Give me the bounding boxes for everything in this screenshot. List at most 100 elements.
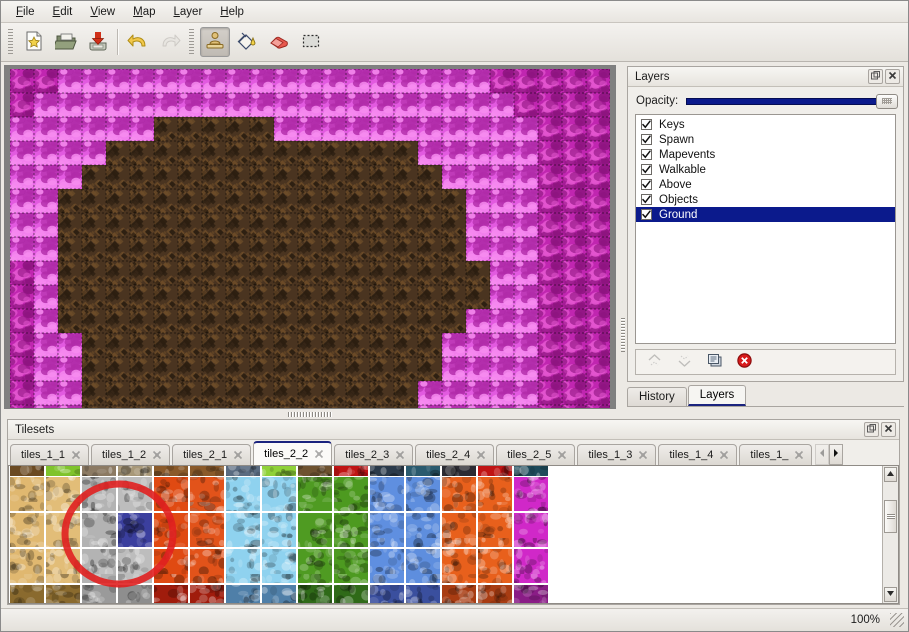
map-tile[interactable] bbox=[82, 69, 106, 93]
tileset-tab-close-icon[interactable] bbox=[233, 450, 243, 460]
map-tile[interactable] bbox=[10, 237, 34, 261]
map-tile[interactable] bbox=[442, 405, 466, 409]
map-tile[interactable] bbox=[538, 69, 562, 93]
map-tile[interactable] bbox=[34, 285, 58, 309]
map-tile[interactable] bbox=[538, 285, 562, 309]
map-tile[interactable] bbox=[154, 189, 178, 213]
map-tile[interactable] bbox=[250, 309, 274, 333]
map-tile[interactable] bbox=[466, 141, 490, 165]
map-tile[interactable] bbox=[418, 141, 442, 165]
map-tile[interactable] bbox=[58, 405, 82, 409]
palette-tile[interactable] bbox=[406, 466, 440, 476]
map-tile[interactable] bbox=[298, 69, 322, 93]
map-tile[interactable] bbox=[538, 237, 562, 261]
map-tile[interactable] bbox=[322, 213, 346, 237]
layer-visibility-checkbox[interactable] bbox=[641, 134, 652, 145]
map-tile[interactable] bbox=[514, 237, 538, 261]
map-tile[interactable] bbox=[274, 165, 298, 189]
palette-tile[interactable] bbox=[226, 585, 260, 603]
map-tile[interactable] bbox=[82, 237, 106, 261]
scrollbar-thumb[interactable] bbox=[884, 499, 897, 533]
window-resize-grip[interactable] bbox=[890, 613, 904, 627]
palette-tile[interactable] bbox=[406, 513, 440, 547]
map-tile[interactable] bbox=[370, 189, 394, 213]
map-tile[interactable] bbox=[514, 381, 538, 405]
map-tile[interactable] bbox=[394, 141, 418, 165]
palette-tile[interactable] bbox=[514, 466, 548, 476]
map-tile[interactable] bbox=[106, 405, 130, 409]
map-tile[interactable] bbox=[130, 165, 154, 189]
map-tile[interactable] bbox=[394, 117, 418, 141]
map-tile[interactable] bbox=[298, 381, 322, 405]
map-tile[interactable] bbox=[394, 309, 418, 333]
palette-tile[interactable] bbox=[190, 477, 224, 511]
map-tile[interactable] bbox=[154, 141, 178, 165]
menu-layer[interactable]: Layer bbox=[173, 5, 203, 18]
map-tile[interactable] bbox=[442, 189, 466, 213]
map-tile[interactable] bbox=[514, 117, 538, 141]
map-tile[interactable] bbox=[442, 237, 466, 261]
map-tile[interactable] bbox=[178, 261, 202, 285]
map-tile[interactable] bbox=[562, 237, 586, 261]
layer-visibility-checkbox[interactable] bbox=[641, 209, 652, 220]
map-tile[interactable] bbox=[58, 333, 82, 357]
tileset-tab-close-icon[interactable] bbox=[638, 450, 648, 460]
map-tile[interactable] bbox=[82, 117, 106, 141]
map-tile[interactable] bbox=[106, 381, 130, 405]
tileset-tab-close-icon[interactable] bbox=[152, 450, 162, 460]
map-tile[interactable] bbox=[346, 309, 370, 333]
map-tile[interactable] bbox=[106, 285, 130, 309]
map-tile[interactable] bbox=[562, 381, 586, 405]
palette-tile[interactable] bbox=[514, 477, 548, 511]
map-tile[interactable] bbox=[10, 213, 34, 237]
map-tile[interactable] bbox=[178, 333, 202, 357]
map-tile[interactable] bbox=[154, 357, 178, 381]
palette-tile[interactable] bbox=[298, 466, 332, 476]
map-tile[interactable] bbox=[394, 237, 418, 261]
map-tile[interactable] bbox=[202, 261, 226, 285]
map-tile[interactable] bbox=[274, 69, 298, 93]
map-tile[interactable] bbox=[586, 261, 610, 285]
palette-tile[interactable] bbox=[154, 466, 188, 476]
map-tile[interactable] bbox=[514, 189, 538, 213]
map-tile[interactable] bbox=[298, 333, 322, 357]
map-tile[interactable] bbox=[322, 261, 346, 285]
map-tile[interactable] bbox=[490, 381, 514, 405]
tileset-tab-close-icon[interactable] bbox=[557, 450, 567, 460]
map-tile[interactable] bbox=[466, 261, 490, 285]
tileset-tab-tiles_2_5[interactable]: tiles_2_5 bbox=[496, 444, 576, 465]
map-tile[interactable] bbox=[106, 93, 130, 117]
layer-row-ground[interactable]: Ground bbox=[636, 207, 895, 222]
map-tile[interactable] bbox=[490, 333, 514, 357]
map-tile[interactable] bbox=[298, 141, 322, 165]
palette-tile[interactable] bbox=[226, 466, 260, 476]
vertical-splitter[interactable] bbox=[619, 62, 627, 608]
map-tile[interactable] bbox=[322, 117, 346, 141]
menu-view[interactable]: View bbox=[90, 5, 116, 18]
map-tile[interactable] bbox=[370, 69, 394, 93]
map-tile[interactable] bbox=[82, 93, 106, 117]
palette-tile[interactable] bbox=[478, 466, 512, 476]
map-tile[interactable] bbox=[466, 405, 490, 409]
map-tile[interactable] bbox=[250, 93, 274, 117]
palette-tile[interactable] bbox=[118, 513, 152, 547]
map-tile[interactable] bbox=[34, 93, 58, 117]
map-tile[interactable] bbox=[346, 165, 370, 189]
map-tile[interactable] bbox=[298, 93, 322, 117]
scrollbar-track[interactable] bbox=[884, 483, 897, 586]
map-tile[interactable] bbox=[58, 165, 82, 189]
map-tile[interactable] bbox=[250, 285, 274, 309]
layer-visibility-checkbox[interactable] bbox=[641, 179, 652, 190]
map-tile[interactable] bbox=[322, 333, 346, 357]
map-tile[interactable] bbox=[178, 141, 202, 165]
move-layer-up-button[interactable] bbox=[642, 351, 666, 373]
map-tile[interactable] bbox=[490, 261, 514, 285]
map-tile[interactable] bbox=[226, 93, 250, 117]
map-tile[interactable] bbox=[250, 213, 274, 237]
map-tile[interactable] bbox=[562, 309, 586, 333]
map-tile[interactable] bbox=[226, 213, 250, 237]
map-tile[interactable] bbox=[538, 333, 562, 357]
map-tile[interactable] bbox=[274, 93, 298, 117]
map-tile[interactable] bbox=[586, 405, 610, 409]
map-tile[interactable] bbox=[370, 93, 394, 117]
